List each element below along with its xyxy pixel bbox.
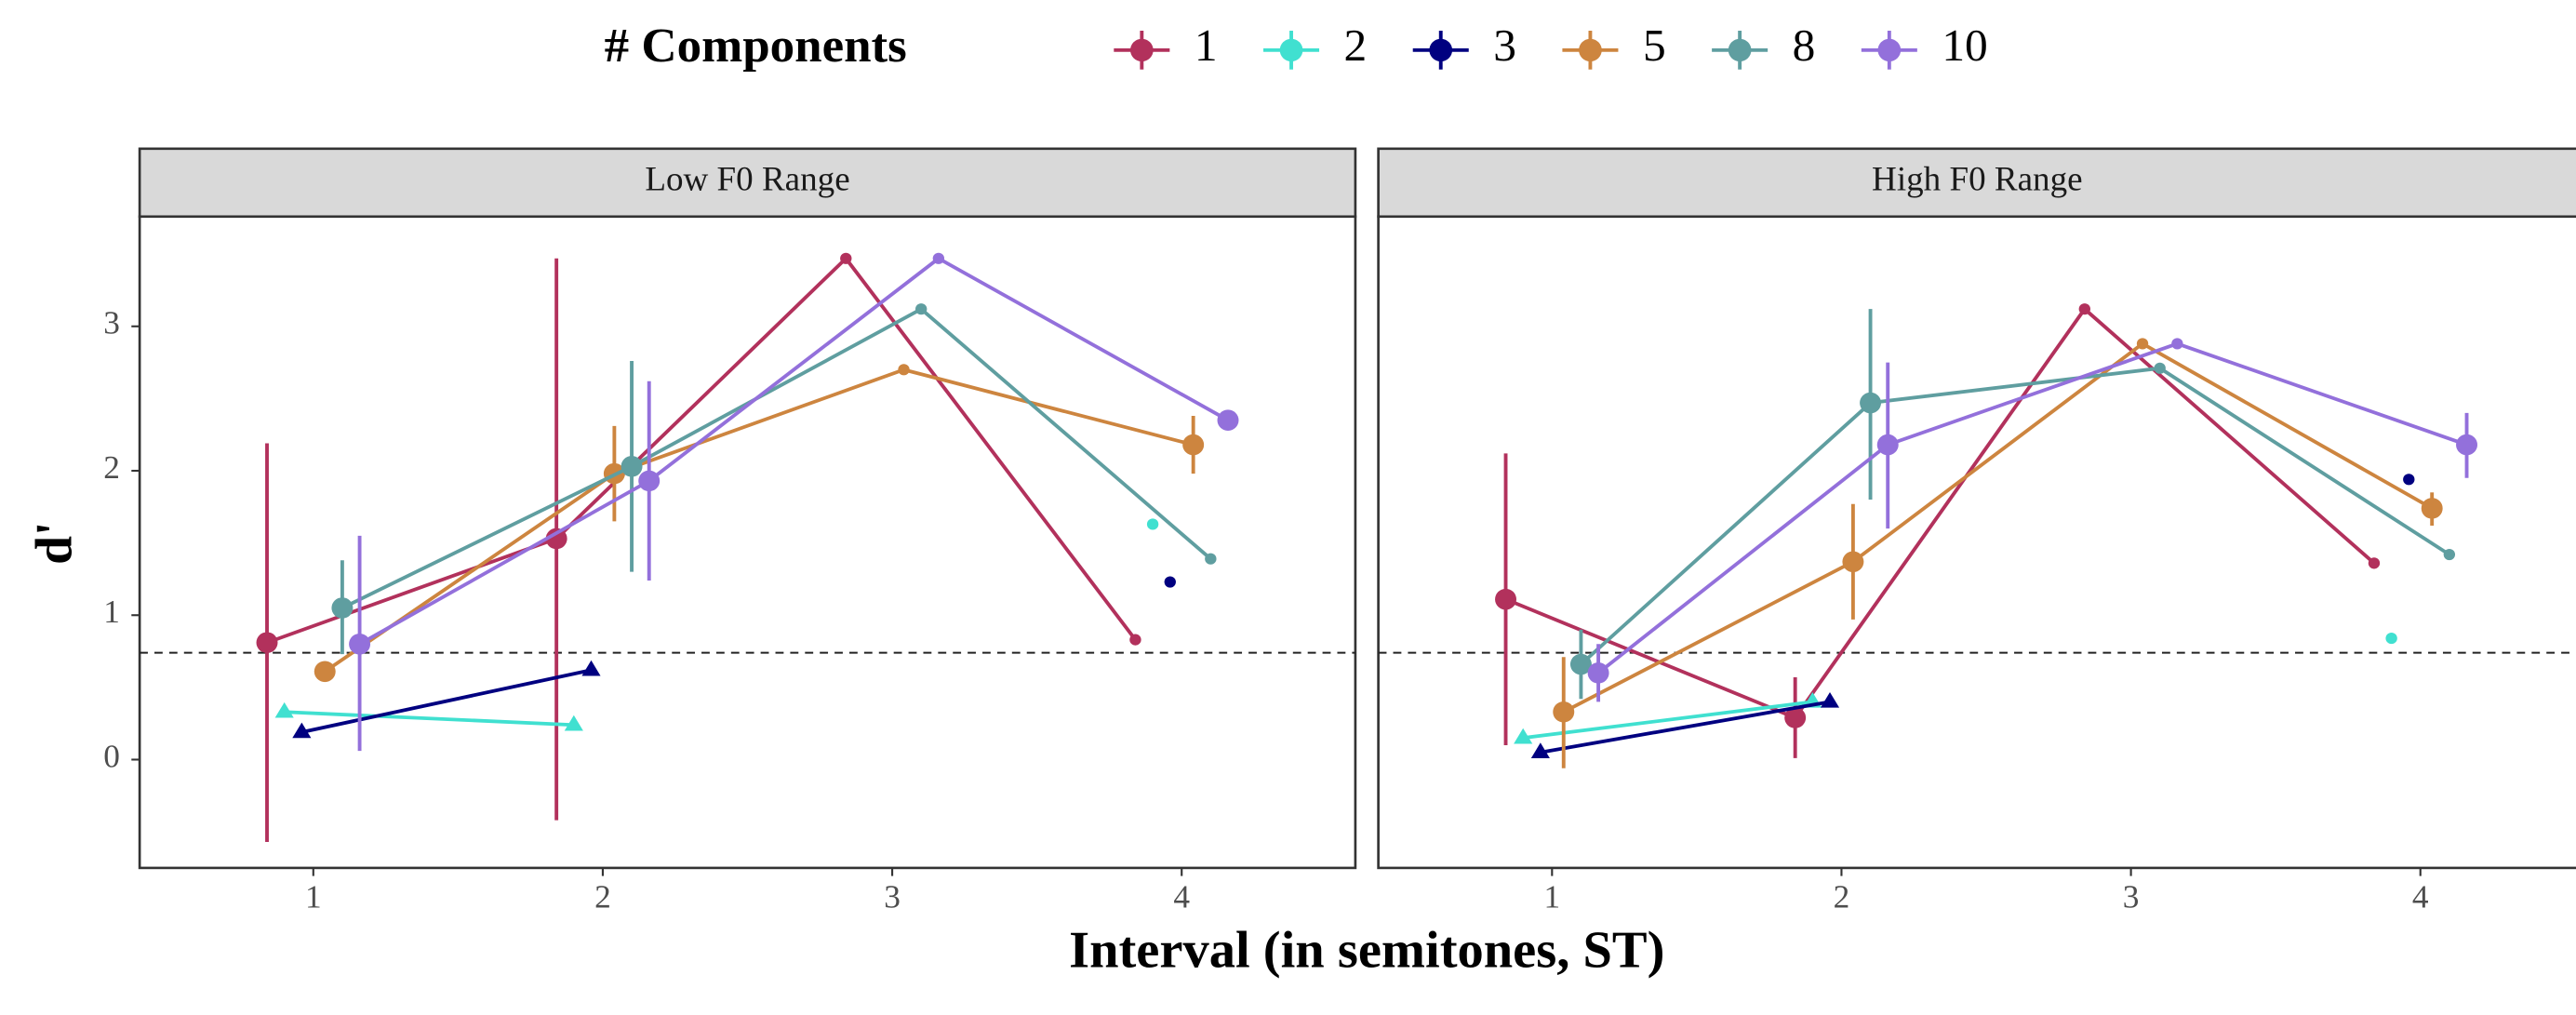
marker bbox=[2421, 498, 2443, 519]
y-tick-label: 3 bbox=[103, 305, 120, 341]
marker bbox=[1553, 701, 1575, 723]
legend-label: 2 bbox=[1344, 20, 1368, 71]
x-tick-label: 1 bbox=[305, 879, 322, 915]
x-tick-label: 3 bbox=[2123, 879, 2140, 915]
marker-triangle bbox=[1803, 691, 1822, 708]
marker-triangle bbox=[564, 715, 583, 731]
marker bbox=[638, 470, 661, 492]
marker bbox=[2443, 548, 2456, 561]
marker bbox=[621, 456, 643, 477]
x-tick-label: 2 bbox=[594, 879, 611, 915]
marker bbox=[314, 661, 336, 683]
series-line bbox=[324, 367, 1195, 674]
marker bbox=[1182, 434, 1205, 456]
marker bbox=[1164, 576, 1176, 588]
series-line bbox=[341, 306, 1212, 610]
series-line bbox=[1504, 306, 2376, 720]
x-tick-label: 3 bbox=[884, 879, 901, 915]
marker bbox=[2368, 557, 2381, 569]
x-tick-label: 4 bbox=[2412, 879, 2429, 915]
marker bbox=[932, 252, 945, 264]
y-axis-label: d' bbox=[25, 522, 84, 565]
x-tick-label: 1 bbox=[1543, 879, 1560, 915]
marker bbox=[840, 252, 852, 264]
strip bbox=[1377, 147, 2576, 219]
marker bbox=[1876, 434, 1899, 456]
legend-marker bbox=[1579, 38, 1602, 62]
marker bbox=[349, 634, 371, 655]
strip-label: Low F0 Range bbox=[645, 160, 849, 198]
strip-label: High F0 Range bbox=[1872, 160, 2083, 198]
marker bbox=[2078, 303, 2090, 315]
marker-triangle bbox=[1530, 742, 1550, 758]
marker bbox=[2385, 633, 2397, 645]
marker bbox=[2154, 362, 2166, 374]
legend-label: 3 bbox=[1493, 20, 1516, 71]
series-line bbox=[358, 256, 1229, 646]
marker bbox=[1217, 409, 1239, 431]
marker bbox=[2403, 474, 2415, 486]
marker bbox=[2171, 338, 2183, 350]
marker bbox=[1205, 553, 1217, 565]
marker-triangle bbox=[1820, 691, 1840, 708]
legend-marker bbox=[1279, 38, 1303, 62]
marker bbox=[1129, 634, 1141, 646]
legend-marker bbox=[1877, 38, 1902, 62]
series-line bbox=[1580, 366, 2450, 666]
marker-triangle bbox=[581, 660, 601, 676]
series-line bbox=[1596, 341, 2468, 674]
y-tick-label: 2 bbox=[103, 449, 120, 486]
marker bbox=[1842, 551, 1864, 573]
legend-marker bbox=[1129, 38, 1154, 62]
legend-marker bbox=[1429, 38, 1453, 62]
legend-label: 5 bbox=[1643, 20, 1666, 71]
marker bbox=[1587, 662, 1609, 684]
marker bbox=[256, 632, 278, 654]
marker bbox=[1784, 707, 1807, 728]
marker-triangle bbox=[292, 722, 312, 739]
marker-triangle bbox=[274, 701, 294, 718]
series-line bbox=[1562, 341, 2434, 714]
marker bbox=[1569, 653, 1592, 675]
legend-label: 1 bbox=[1195, 20, 1218, 71]
marker bbox=[1860, 392, 1882, 414]
marker bbox=[331, 597, 354, 619]
legend-title: # Components bbox=[605, 19, 907, 73]
marker bbox=[1146, 518, 1159, 530]
series-line bbox=[266, 255, 1137, 645]
x-axis-label: Interval (in semitones, ST) bbox=[1069, 922, 1664, 979]
marker bbox=[2456, 434, 2478, 456]
marker bbox=[545, 528, 567, 550]
legend-marker bbox=[1728, 38, 1752, 62]
panel bbox=[1377, 215, 2576, 870]
panel bbox=[138, 215, 1357, 870]
legend-label: 8 bbox=[1793, 20, 1816, 71]
marker bbox=[915, 303, 928, 315]
marker bbox=[2136, 338, 2149, 350]
x-tick-label: 2 bbox=[1834, 879, 1850, 915]
marker bbox=[1495, 588, 1517, 610]
y-tick-label: 1 bbox=[103, 594, 120, 630]
strip bbox=[138, 147, 1357, 219]
marker bbox=[898, 364, 910, 376]
legend-label: 10 bbox=[1942, 20, 1987, 71]
marker-triangle bbox=[1514, 728, 1533, 744]
x-tick-label: 4 bbox=[1173, 879, 1190, 915]
y-tick-label: 0 bbox=[103, 739, 120, 775]
